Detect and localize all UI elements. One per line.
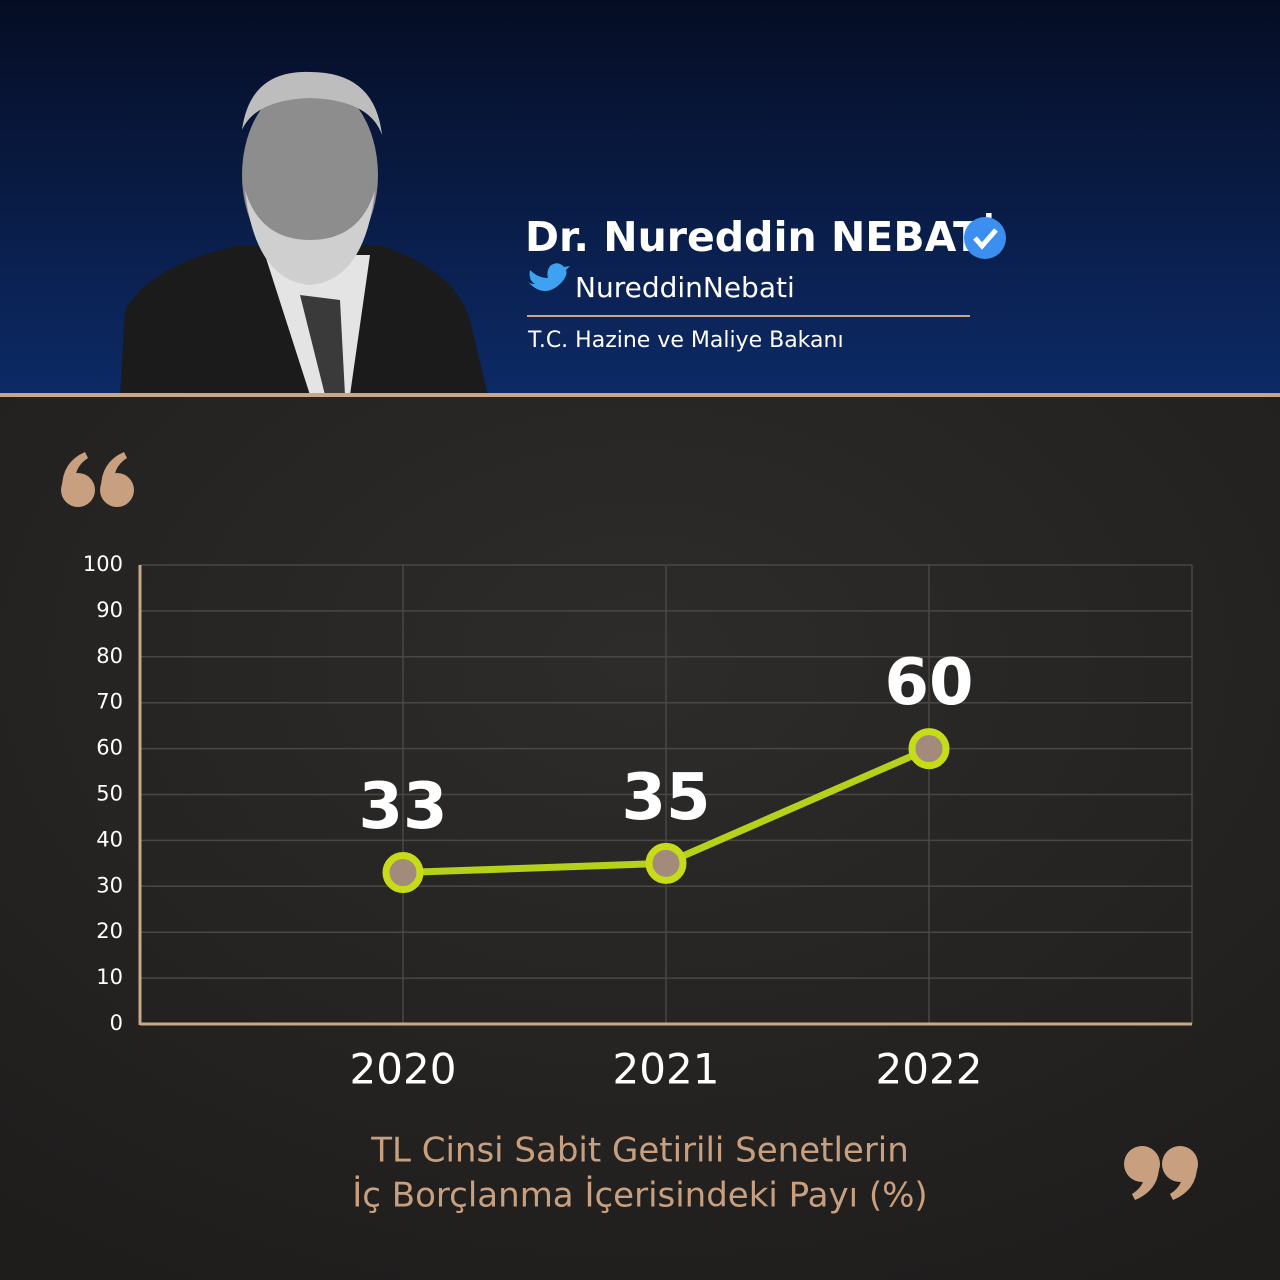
y-tick-label: 60 (96, 736, 123, 760)
chart-title: TL Cinsi Sabit Getirili Senetlerin (370, 1131, 909, 1171)
verified-badge (964, 217, 1006, 259)
y-tick-label: 50 (96, 782, 123, 806)
value-label: 33 (358, 770, 447, 844)
separator (0, 393, 1280, 397)
value-label: 60 (884, 646, 973, 720)
twitter-icon (528, 263, 570, 291)
x-tick-label: 2020 (350, 1045, 457, 1094)
y-tick-label: 70 (96, 690, 123, 714)
chart-subtitle: İç Borçlanma İçerisindeki Payı (%) (352, 1176, 927, 1216)
y-tick-label: 40 (96, 827, 123, 851)
data-point (908, 728, 950, 770)
y-tick-label: 20 (96, 919, 123, 943)
y-tick-label: 80 (96, 644, 123, 668)
data-point (645, 842, 687, 884)
role: T.C. Hazine ve Maliye Bakanı (527, 328, 844, 353)
y-tick-label: 90 (96, 598, 123, 622)
value-label: 35 (621, 761, 710, 835)
x-tick-label: 2022 (876, 1045, 983, 1094)
y-tick-label: 0 (110, 1011, 123, 1035)
chart: 0 10 20 30 40 50 60 70 80 90 100 2020 2021 2022 33 35 60 (83, 552, 1193, 1094)
x-tick-label: 2021 (613, 1045, 720, 1094)
open-quote (61, 452, 134, 507)
background (0, 395, 1280, 1280)
name: Dr. Nureddin NEBATİ (525, 213, 996, 261)
data-point (382, 852, 424, 894)
y-tick-label: 100 (83, 552, 123, 576)
y-tick-label: 10 (96, 965, 123, 989)
y-tick-label: 30 (96, 873, 123, 897)
portrait (120, 71, 488, 395)
close-quote (1124, 1146, 1198, 1200)
handle: NureddinNebati (575, 271, 795, 304)
